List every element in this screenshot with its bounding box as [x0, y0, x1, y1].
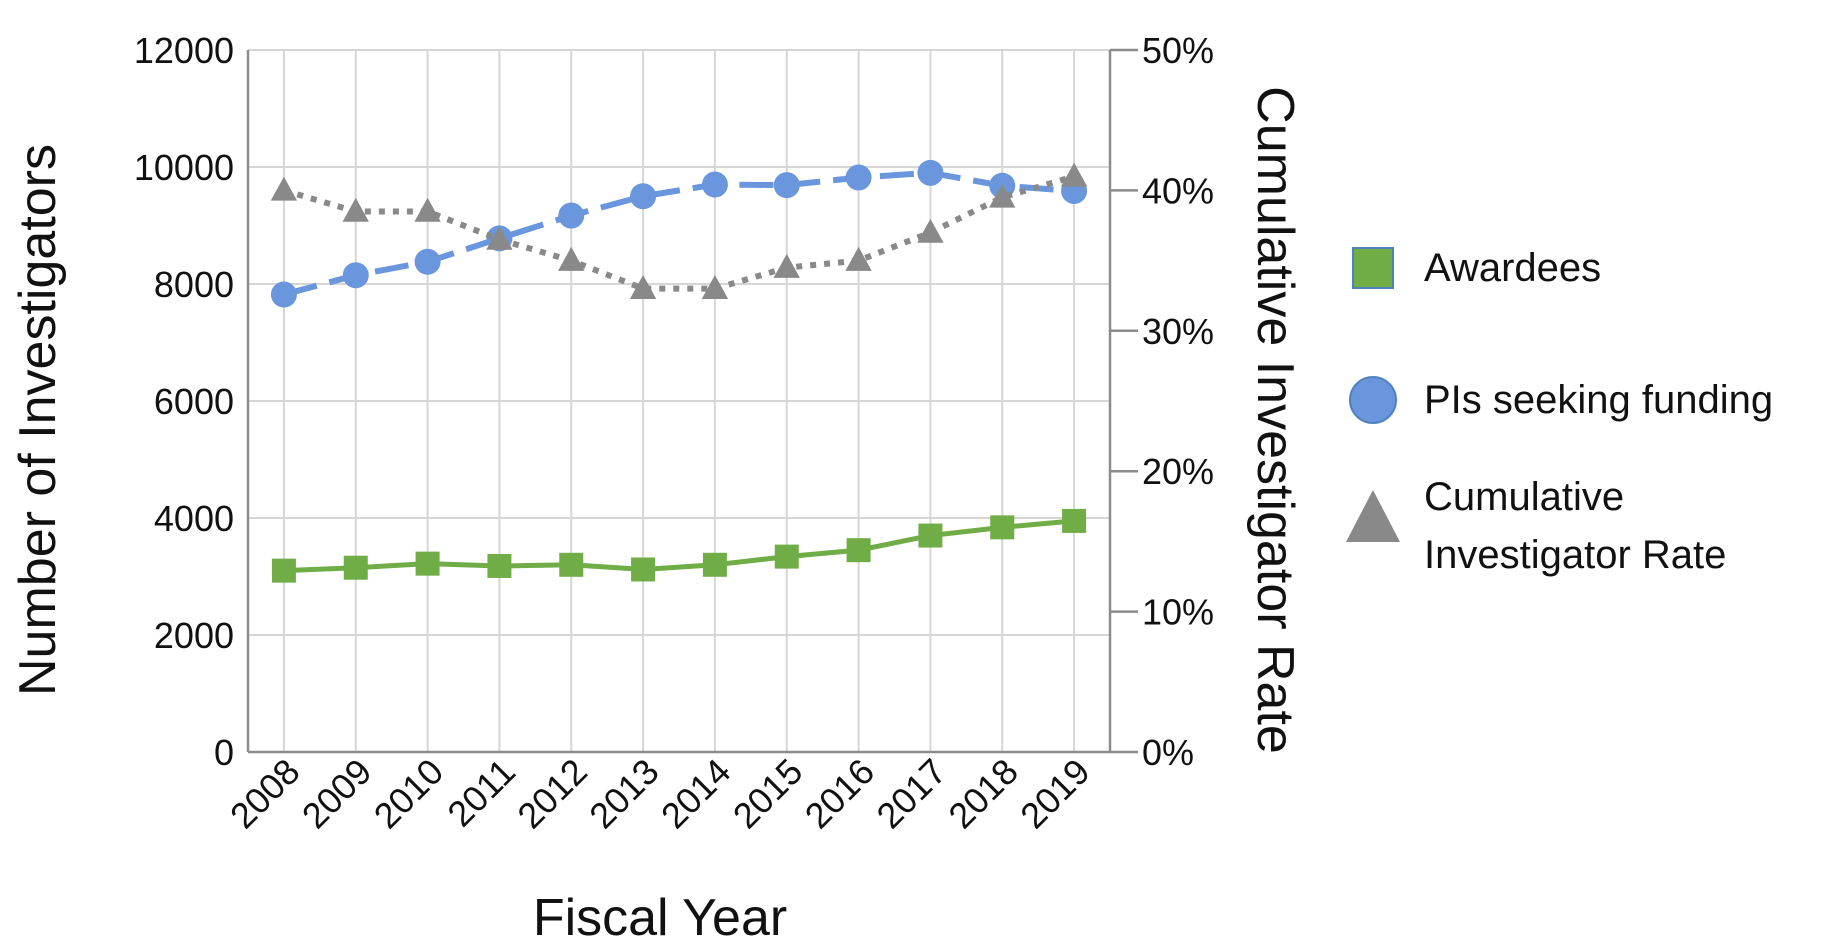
y2-axis-title: Cumulative Investigator Rate	[1246, 86, 1304, 754]
legend: Awardees PIs seeking funding Cumulative Inv…	[1346, 246, 1773, 577]
y2-tick-label: 40%	[1142, 170, 1214, 211]
data-point	[846, 538, 871, 563]
y2-tick-label: 20%	[1142, 451, 1214, 492]
data-point	[271, 558, 296, 583]
data-point	[486, 225, 513, 250]
x-tick-label: 2008	[222, 751, 308, 837]
data-point	[343, 555, 368, 580]
x-tick-label: 2014	[653, 751, 739, 837]
legend-label: Cumulative Investigator Rate	[1424, 475, 1726, 577]
y-tick-label: 12000	[134, 30, 234, 71]
data-point	[270, 281, 297, 308]
data-point	[559, 552, 584, 577]
series-line	[283, 169, 1075, 298]
data-point	[270, 176, 298, 201]
legend-label: Awardees	[1424, 246, 1601, 290]
data-point	[631, 557, 656, 582]
data-point	[774, 544, 799, 569]
data-point	[845, 164, 872, 191]
x-tick-label: 2019	[1012, 751, 1098, 837]
data-point	[990, 515, 1015, 540]
x-tick-label: 2013	[581, 751, 667, 837]
x-axis-title: Fiscal Year	[533, 889, 787, 942]
legend-marker	[1352, 247, 1394, 289]
x-tick-label: 2011	[439, 751, 523, 835]
gridlines	[248, 49, 1110, 753]
data-point	[629, 275, 657, 299]
data-point	[1060, 162, 1088, 187]
data-point	[917, 218, 944, 243]
y-tick-label: 6000	[154, 381, 234, 422]
data-point	[845, 246, 872, 271]
x-tick-label: 2015	[725, 751, 811, 837]
x-tick-label: 2017	[868, 751, 954, 837]
legend-marker	[1346, 490, 1400, 542]
y2-tick-label: 10%	[1142, 592, 1214, 633]
legend-label: PIs seeking funding	[1424, 378, 1773, 422]
data-point	[630, 183, 657, 210]
series-line	[283, 518, 1075, 574]
data-point	[701, 171, 728, 198]
y-tick-label: 2000	[154, 615, 234, 656]
data-point	[414, 248, 441, 275]
x-tick-label: 2016	[797, 751, 883, 837]
plot-area	[270, 159, 1088, 583]
x-tick-label: 2010	[366, 751, 452, 837]
y2-tick-label: 0%	[1142, 732, 1194, 773]
data-point	[702, 552, 727, 577]
data-point	[414, 197, 441, 222]
data-point	[918, 523, 943, 548]
legend-marker	[1349, 376, 1397, 424]
data-point	[415, 551, 440, 576]
y-tick-label: 10000	[134, 147, 234, 188]
axes	[246, 48, 1138, 754]
data-point	[342, 262, 369, 289]
y-axis-title: Number of Investigators	[9, 144, 67, 696]
x-tick-label: 2018	[940, 751, 1026, 837]
y2-tick-label: 30%	[1142, 311, 1214, 352]
x-tick-label: 2009	[294, 751, 380, 837]
data-point	[701, 275, 729, 299]
y2-tick-label: 50%	[1142, 30, 1214, 71]
tick-labels: 0200040006000800010000120002008200920102…	[134, 30, 1214, 836]
data-point	[558, 246, 585, 271]
data-point	[989, 183, 1016, 208]
data-point	[342, 197, 369, 222]
series-line	[283, 173, 1075, 292]
data-point	[917, 159, 944, 186]
data-point	[773, 172, 800, 199]
y-tick-label: 4000	[154, 498, 234, 539]
data-point	[1062, 508, 1087, 533]
y-tick-label: 0	[214, 732, 234, 773]
y-tick-label: 8000	[154, 264, 234, 305]
data-point	[558, 202, 585, 229]
data-point	[773, 253, 800, 278]
data-point	[487, 553, 512, 578]
x-tick-label: 2012	[509, 751, 595, 837]
